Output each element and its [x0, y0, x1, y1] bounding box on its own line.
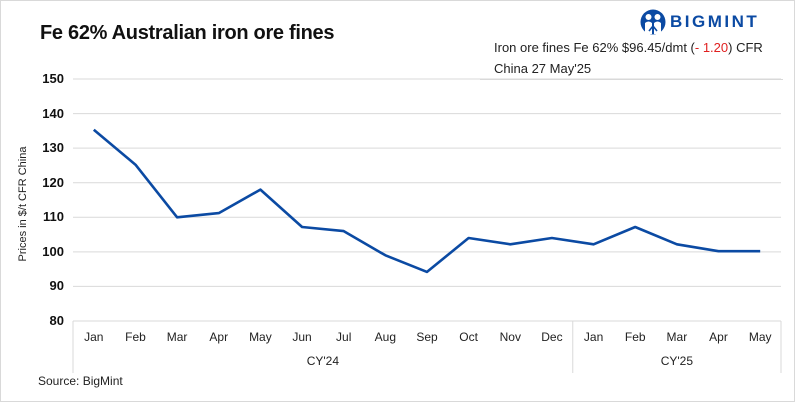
price-line [92, 128, 761, 274]
x-tick-label: Mar [666, 330, 688, 344]
y-tick-label: 120 [42, 174, 64, 190]
x-tick-label: Feb [624, 330, 646, 344]
y-tick-label: 100 [42, 243, 64, 259]
price-note-suffix: ) CFR [728, 40, 763, 55]
bigmint-logo: BIGMINT [640, 8, 759, 36]
x-tick-label: Sep [416, 330, 438, 344]
source-note: Source: BigMint [38, 374, 123, 388]
x-tick-label: May [249, 330, 272, 344]
x-tick-label: Jan [583, 330, 604, 344]
price-note-prefix: Iron ore fines Fe 62% $96.45/dmt ( [494, 40, 695, 55]
y-tick-label: 80 [49, 313, 64, 328]
x-tick-label: Apr [709, 330, 728, 344]
y-tick-label: 110 [43, 209, 64, 225]
x-tick-label: Nov [499, 330, 521, 344]
y-tick-label: 140 [42, 105, 64, 121]
x-tick-label: Jun [292, 330, 312, 344]
bigmint-people-icon [640, 9, 666, 35]
x-tick-label: Apr [209, 330, 229, 344]
x-tick-label: Jul [336, 330, 352, 344]
chart-title: Fe 62% Australian iron ore fines [40, 22, 335, 44]
bigmint-logo-text: BIGMINT [670, 12, 760, 31]
price-note-date: China 27 May'25 [494, 61, 592, 76]
x-tick-label: May [748, 330, 772, 344]
x-tick-label: Dec [541, 330, 563, 344]
y-tick-label: 150 [42, 71, 64, 86]
x-tick-label: Mar [166, 330, 188, 344]
x-tick-label: Oct [459, 330, 478, 344]
y-tick-label: 130 [42, 140, 64, 156]
y-tick-label: 90 [49, 278, 64, 294]
price-change: - 1.20 [694, 40, 729, 55]
x-group-label: CY'24 [306, 354, 340, 368]
x-tick-label: Jan [84, 330, 104, 344]
x-tick-label: Feb [125, 330, 146, 344]
x-tick-label: Aug [374, 330, 397, 344]
x-group-label: CY'25 [660, 354, 694, 368]
price-note: Iron ore fines Fe 62% $96.45/dmt (- 1.20… [494, 37, 794, 79]
